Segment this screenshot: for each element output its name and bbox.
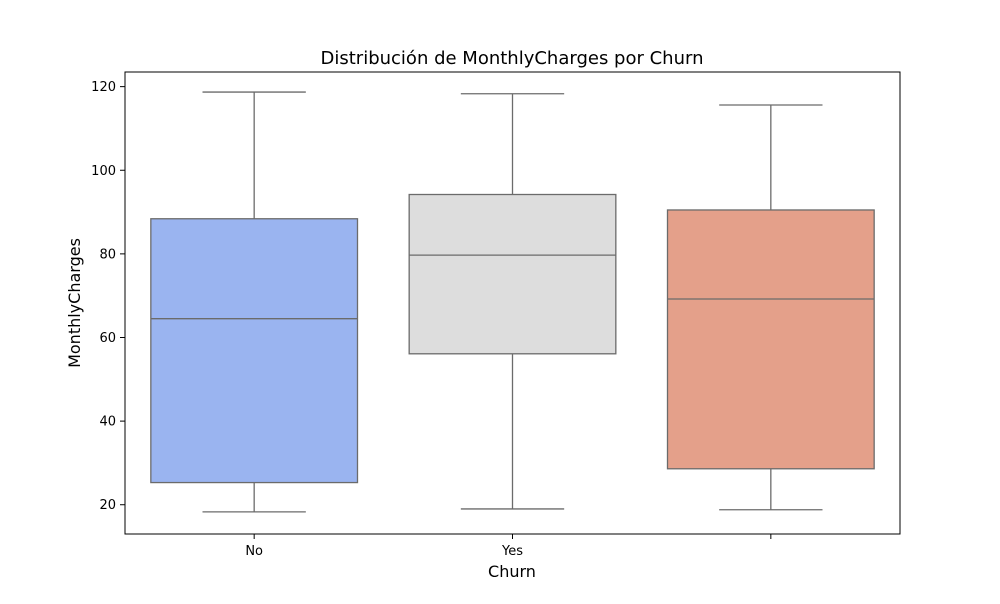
- chart-title: Distribución de MonthlyCharges por Churn: [321, 48, 704, 69]
- y-tick-label: 80: [99, 247, 116, 262]
- y-tick-label: 60: [99, 331, 116, 346]
- y-axis: 20 40 60 80 100 120: [91, 80, 125, 513]
- iqr-box: [150, 218, 359, 484]
- box-group: [150, 91, 359, 513]
- boxes-layer: [150, 91, 875, 513]
- box-group: [666, 104, 875, 511]
- y-axis-label: MonthlyCharges: [65, 238, 84, 368]
- x-axis: No Yes: [245, 534, 772, 559]
- y-tick-label: 40: [99, 415, 116, 430]
- y-tick-label: 100: [91, 164, 116, 179]
- y-tick-label: 20: [99, 498, 116, 513]
- y-tick-label: 120: [91, 80, 116, 95]
- iqr-box: [666, 209, 875, 470]
- x-tick-label: Yes: [501, 544, 523, 559]
- iqr-box: [408, 193, 617, 355]
- x-tick-label: No: [245, 544, 263, 559]
- box-group: [408, 93, 617, 510]
- x-axis-label: Churn: [488, 562, 536, 581]
